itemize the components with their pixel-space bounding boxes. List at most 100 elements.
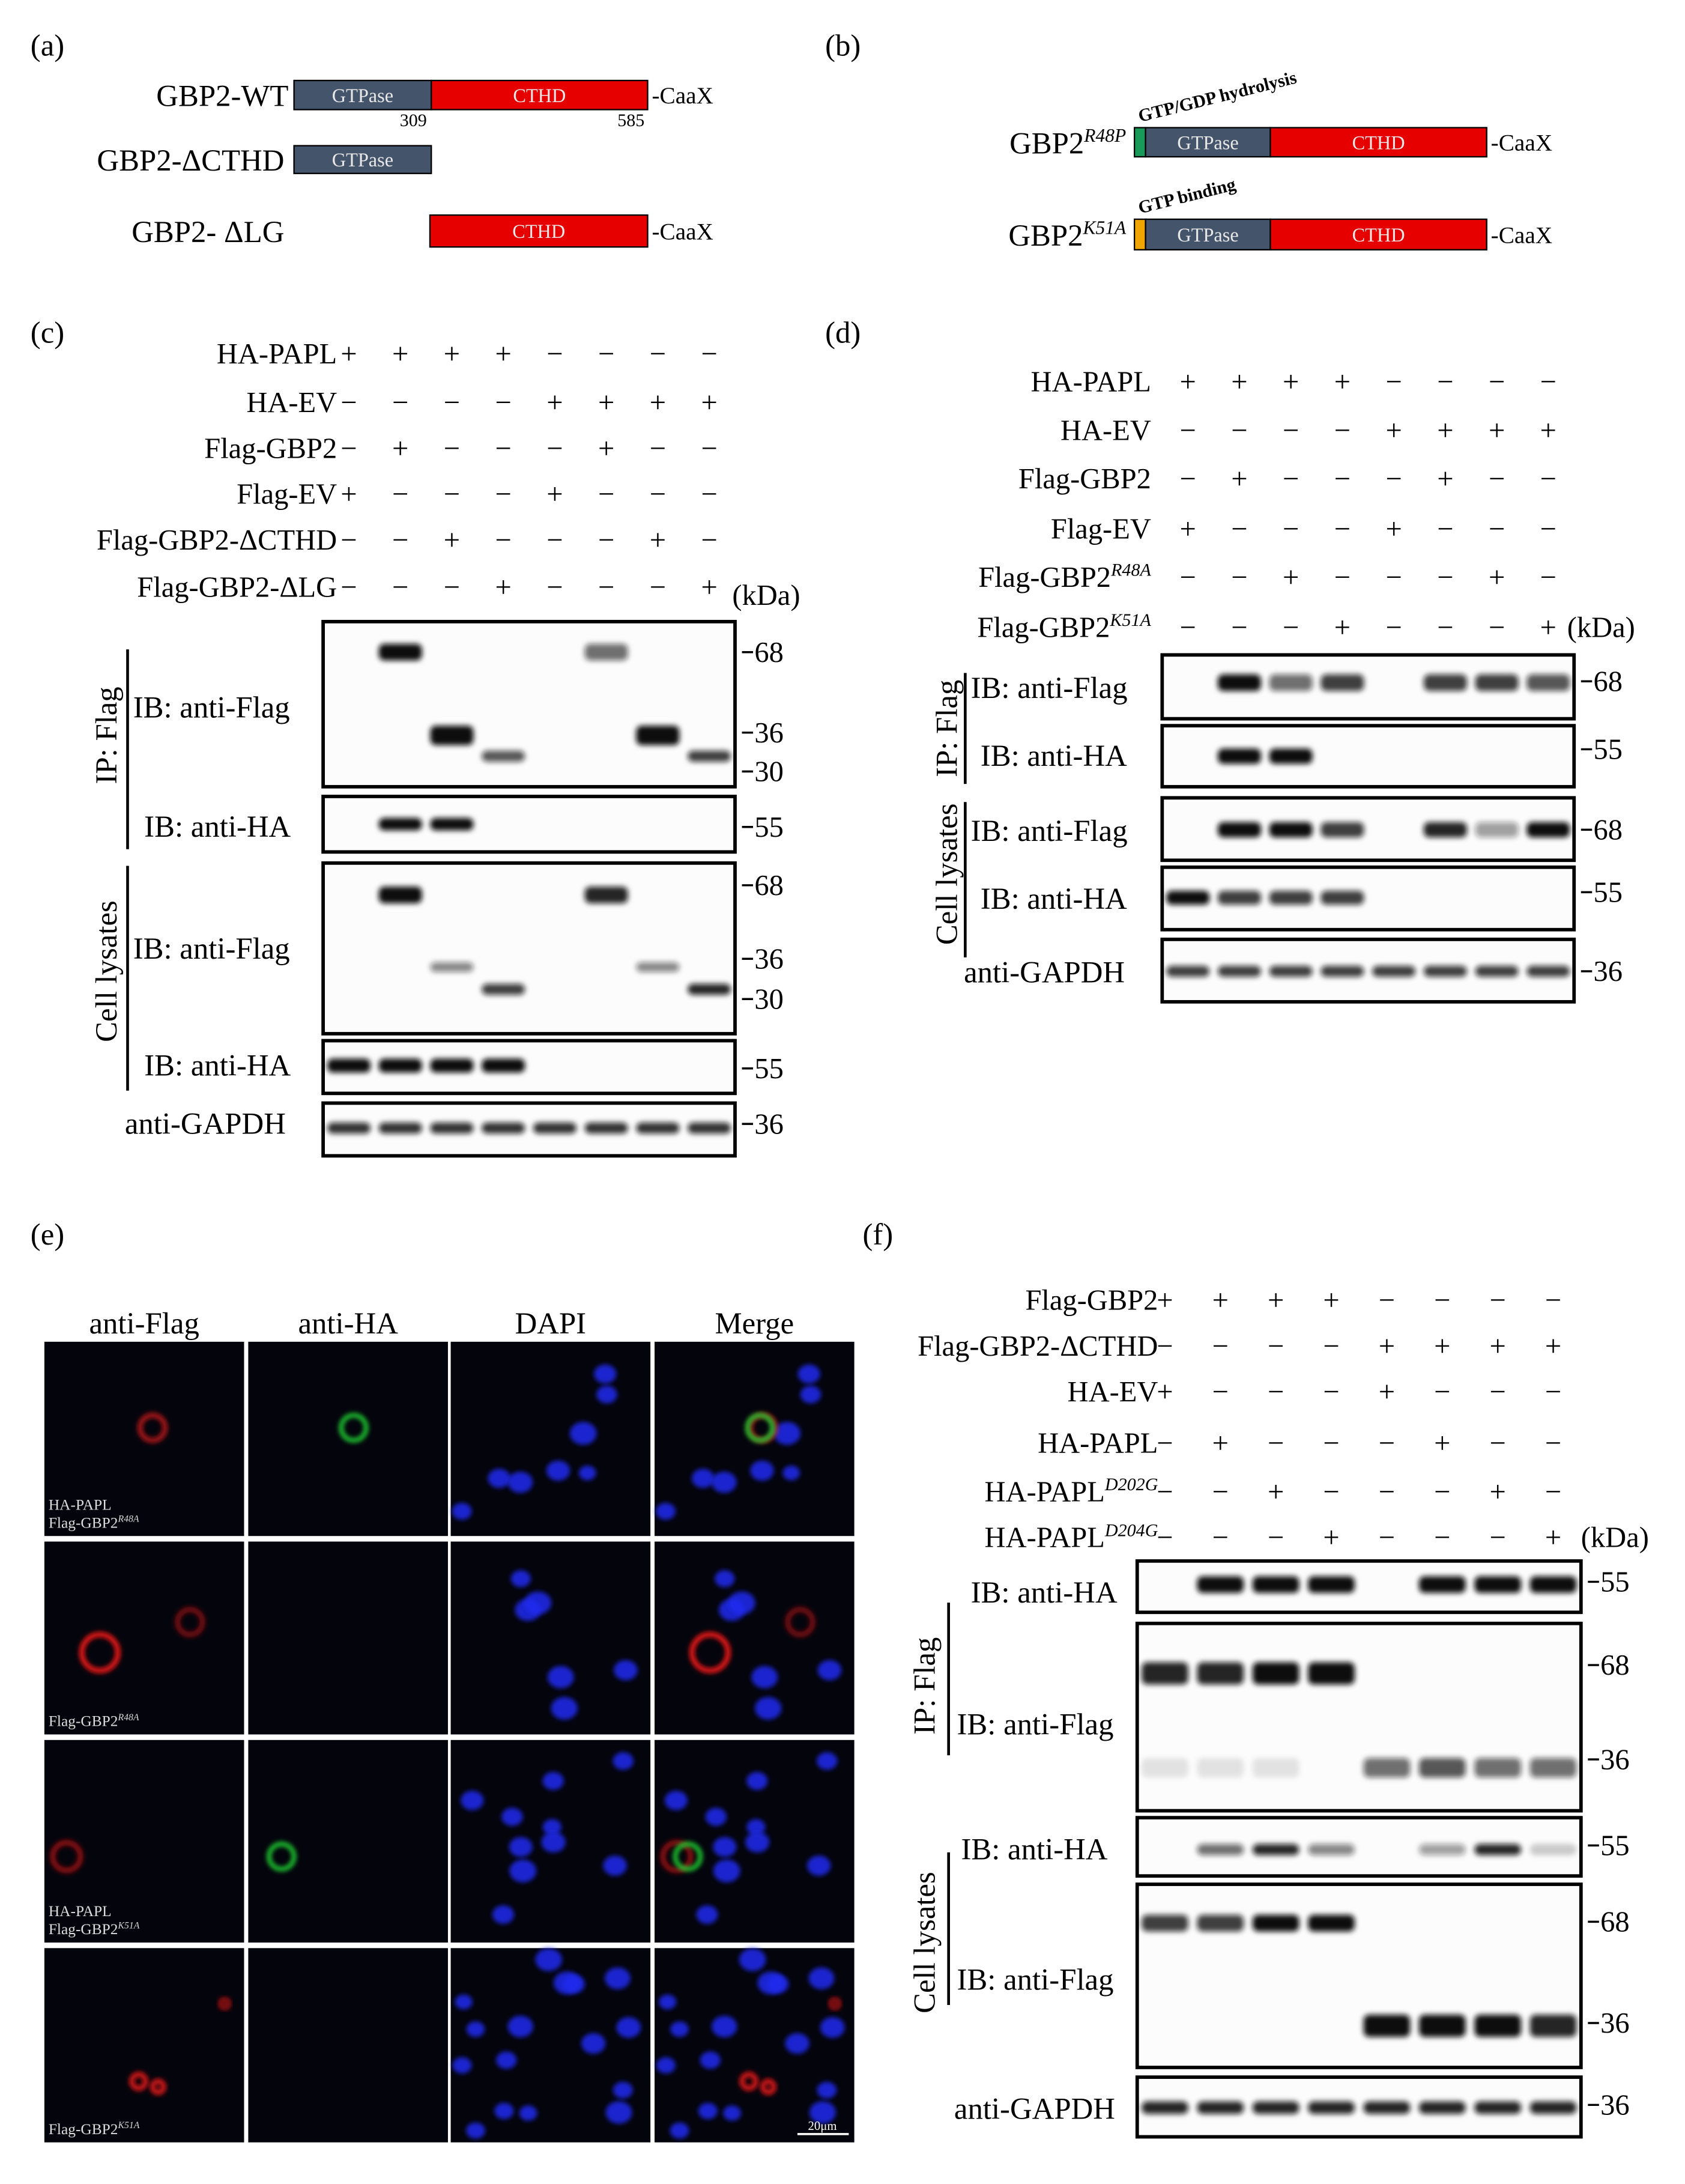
band [1529,2015,1577,2037]
row-caption-base: HA-PAPL [49,1496,112,1513]
nucleus [751,1666,778,1688]
condition-name: Flag-GBP2 [1025,1285,1158,1317]
condition-name-base: Flag-GBP2 [204,432,337,464]
condition-sign: − [546,432,563,464]
condition-sign: − [1231,611,1247,643]
nucleus [510,1570,531,1588]
domain-label: CTHD [513,85,566,106]
band [1142,1914,1188,1932]
blot-frame [321,795,737,854]
marker-label: 55 [1600,1567,1629,1598]
band [1526,822,1570,838]
marker-label: 36 [754,943,783,975]
condition-sign: − [1434,1285,1450,1317]
condition-sign: − [1334,513,1351,545]
condition-sign: + [1545,1522,1561,1554]
nucleus [488,1469,511,1488]
nucleus [659,1994,677,2010]
construct-name-superscript: K51A [1083,217,1127,238]
column-header: Merge [715,1306,794,1340]
condition-sign: − [598,338,614,370]
nucleus [723,2105,742,2121]
micrograph [248,1740,448,1943]
band [584,887,628,903]
group-label: IP: Flag [930,680,964,777]
row-caption: Flag-GBP2K51A [49,2120,140,2138]
nucleus [664,1791,688,1810]
nucleus [466,2122,485,2139]
band [1423,674,1467,691]
condition-name-base: Flag-GBP2-ΔLG [137,571,337,603]
condition-sign: + [1545,1330,1561,1362]
annotation: GTP/GDP hydrolysis [1136,68,1298,126]
band [1363,2101,1411,2114]
domain-label: CTHD [512,220,565,242]
marker-label: 30 [754,983,783,1015]
nucleus [800,1385,821,1404]
band [688,750,731,762]
nucleus [806,1855,831,1876]
condition-name-base: HA-PAPL [985,1476,1105,1508]
nucleus [613,1752,634,1770]
marker-label: 68 [1594,814,1623,846]
domain [1269,218,1487,250]
band [1308,1576,1355,1593]
ha-signal [673,1841,703,1872]
row-caption-base: Flag-GBP2 [49,1921,118,1938]
nucleus [820,2017,845,2038]
condition-sign: + [1437,463,1453,495]
blot-label: IB: anti-Flag [957,1963,1114,1997]
marker-label: 68 [754,870,783,902]
condition-sign: − [1437,611,1453,643]
marker-label: 55 [754,811,783,843]
condition-sign: − [1231,562,1247,593]
condition-sign: − [1334,562,1351,593]
row-caption-superscript: R48A [118,1514,139,1524]
condition-sign: − [1180,414,1196,446]
group-label: Cell lysates [930,804,964,945]
flag-signal [50,1840,83,1873]
construct-name-base: GBP2 [1009,126,1084,160]
condition-sign: − [1283,414,1299,446]
condition-sign: + [1385,513,1402,545]
condition-name-superscript: K51A [1109,610,1151,630]
blot-frame [321,1039,737,1096]
nucleus [808,1967,835,1989]
band [1529,1576,1577,1593]
condition-sign: − [1157,1476,1173,1508]
nucleus [817,1660,842,1681]
marker-label: 55 [1594,877,1623,909]
band [1197,1758,1244,1778]
band [1166,965,1210,977]
condition-sign: − [1490,1522,1506,1554]
column-header: anti-Flag [89,1306,199,1340]
group-label: IP: Flag [89,687,123,784]
condition-name: HA-PAPL [1038,1428,1158,1460]
nucleus [656,2057,676,2074]
condition-name: Flag-GBP2-ΔCTHD [97,524,337,556]
nucleus [496,2051,517,2069]
condition-sign: − [1283,513,1299,545]
nucleus [603,1855,627,1876]
band [1217,822,1261,838]
condition-sign: + [598,387,614,419]
band [430,726,474,745]
micrograph [44,1541,244,1735]
blot-frame [1135,1882,1583,2069]
condition-sign: − [392,479,408,511]
micrograph [44,1948,244,2143]
band [1308,1662,1355,1685]
condition-sign: + [1490,1330,1506,1362]
condition-sign: − [1180,463,1196,495]
condition-sign: + [1283,562,1299,593]
condition-sign: − [1157,1522,1173,1554]
condition-name: HA-EV [1068,1376,1158,1408]
band [378,887,422,903]
condition-sign: − [1231,414,1247,446]
band [1217,674,1261,691]
condition-sign: − [1545,1285,1561,1317]
flag-signal [827,1997,842,2011]
band [584,1122,628,1134]
condition-sign: + [1434,1428,1450,1460]
band [1529,2101,1577,2114]
